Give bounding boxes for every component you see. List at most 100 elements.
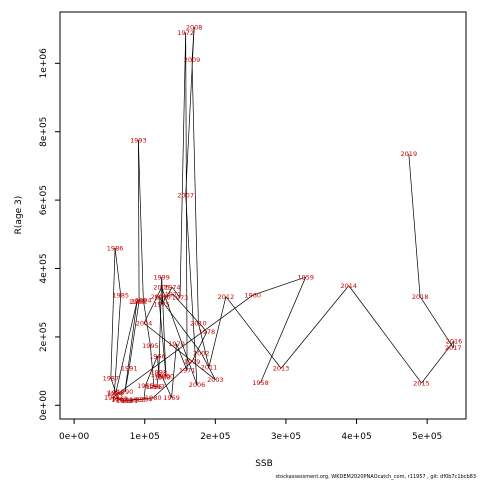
trajectory-segment [185, 194, 198, 385]
trajectory-lines [110, 27, 455, 401]
plot-area [59, 11, 467, 420]
x-tick-label: 1e+05 [130, 432, 160, 442]
trajectory-segment [143, 385, 146, 400]
year-label: 2004 [136, 320, 153, 328]
year-label: 1966 [149, 352, 166, 360]
trajectory-segment [129, 397, 154, 401]
trajectory-segment [252, 276, 306, 296]
trajectory-segment [115, 301, 138, 393]
year-label: 1985 [112, 291, 129, 299]
trajectory-segment [200, 352, 216, 380]
trajectory-segment [348, 285, 422, 384]
trajectory-segment [176, 343, 188, 371]
year-label: 1972 [177, 29, 194, 37]
year-label: 1970 [168, 340, 185, 348]
year-label: 1965 [137, 382, 154, 390]
year-label: 2008 [186, 24, 203, 32]
trajectory-segment [162, 293, 174, 298]
year-label: 1983 [111, 396, 128, 404]
year-label: 2003 [207, 376, 224, 384]
x-tick-label: 5e+05 [412, 432, 442, 442]
trajectory-segment [119, 398, 138, 400]
trajectory-segment [280, 285, 350, 369]
trajectory-segment [185, 27, 195, 195]
trajectory-segment [421, 340, 455, 384]
year-label: 1990 [117, 388, 134, 396]
year-label: 1964 [136, 395, 153, 403]
year-label: 1981 [122, 397, 139, 405]
year-label: 1997 [148, 383, 165, 391]
year-label: 2002 [193, 349, 210, 357]
year-label: 1958 [252, 379, 269, 387]
trajectory-segment [158, 296, 202, 354]
trajectory-segment [171, 287, 181, 298]
year-label: 1987 [103, 374, 120, 382]
y-axis-label: R(age 3) [14, 196, 24, 235]
x-tick-label: 0e+00 [59, 432, 90, 442]
trajectory-segment [158, 374, 163, 378]
y-tick-label: 1e+06 [39, 48, 49, 79]
trajectory-segment [150, 345, 155, 387]
year-label: 1992 [131, 297, 148, 305]
year-label: 1959 [297, 273, 314, 281]
trajectory-segment [179, 32, 187, 298]
trajectory-segment [452, 340, 455, 348]
year-label: 1993 [130, 137, 147, 145]
year-label: 1988 [108, 389, 125, 397]
x-tick-label: 4e+05 [341, 432, 371, 442]
trajectory-segment [128, 300, 140, 369]
footer-text: stockassessment.org, WKDEM2020PNAOcatch_… [275, 474, 476, 480]
year-label: 2013 [273, 365, 290, 373]
year-label: 1975 [153, 301, 170, 309]
year-label: 1962 [112, 395, 129, 403]
year-label: 1967 [151, 371, 168, 379]
year-label: 1960 [244, 291, 261, 299]
trajectory-segment [124, 368, 130, 392]
year-label: 1996 [146, 383, 163, 391]
y-tick-label: 0e+00 [39, 390, 49, 421]
trajectory-segment [143, 287, 162, 324]
year-label: 1982 [116, 397, 133, 405]
trajectory-segment [419, 296, 454, 349]
trajectory-segment [114, 247, 122, 296]
trajectory-segment [112, 294, 253, 399]
trajectory-segment [110, 377, 117, 393]
y-tick-label: 6e+05 [39, 185, 49, 215]
year-label: 2019 [401, 150, 418, 158]
trajectory-segment [114, 393, 120, 400]
year-label: 2000 [158, 373, 175, 381]
trajectory-segment [171, 343, 177, 398]
trajectory-segment [114, 295, 122, 394]
x-tick-label: 3e+05 [271, 432, 301, 442]
trajectory-segment [124, 301, 138, 392]
year-label: 1978 [199, 328, 216, 336]
x-axis-label: SSB [255, 459, 273, 469]
trajectory-segment [152, 361, 193, 399]
year-label: 1961 [104, 394, 121, 402]
trajectory-segment [260, 276, 307, 383]
year-label: 2014 [341, 282, 358, 290]
year-label: 1971 [179, 367, 196, 375]
year-label: 2009 [184, 56, 201, 64]
trajectory-segment [198, 323, 210, 368]
year-label: 2016 [446, 337, 463, 345]
year-label: 1973 [172, 294, 189, 302]
year-label: 1968 [154, 374, 171, 382]
year-label: 1976 [154, 294, 171, 302]
trajectory-segment [145, 355, 158, 386]
trajectory-segment [225, 296, 282, 369]
year-label: 1995 [142, 342, 159, 350]
year-label: 2006 [189, 381, 206, 389]
trajectory-segment [142, 299, 151, 346]
year-label: 1999 [153, 273, 170, 281]
trajectory-segment [161, 287, 198, 385]
trajectory-segment [408, 153, 421, 297]
y-tick-label: 8e+05 [39, 117, 49, 147]
trajectory-segment [191, 59, 199, 324]
year-label: 2007 [177, 191, 194, 199]
year-label: 1980 [145, 394, 162, 402]
trajectory-segment [208, 296, 227, 368]
y-tick-label: 4e+05 [39, 253, 49, 283]
year-label: 1998 [151, 368, 168, 376]
